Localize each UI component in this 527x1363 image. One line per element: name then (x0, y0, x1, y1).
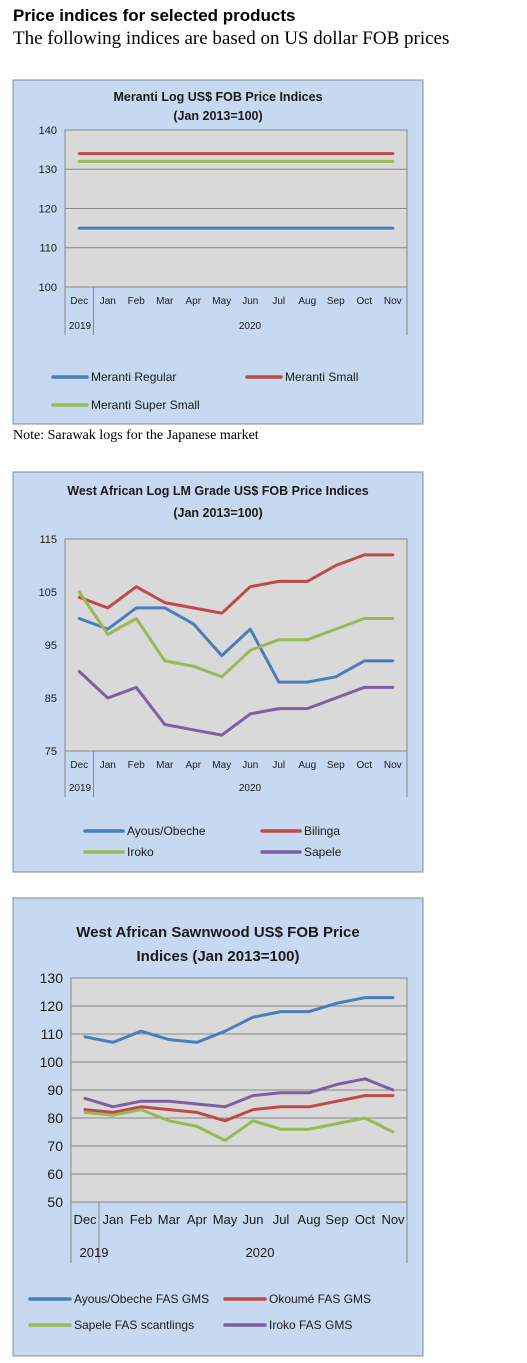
x-tick-label: May (212, 760, 231, 771)
x-tick-label: Sep (327, 760, 345, 771)
meranti-log-chart: Meranti Log US$ FOB Price Indices (Jan 20… (0, 79, 424, 425)
chart-title-line: (Jan 2013=100) (173, 506, 262, 520)
y-tick-label: 110 (39, 243, 57, 255)
x-tick-label: Sep (327, 296, 345, 307)
x-tick-label: Nov (384, 296, 402, 307)
y-tick-label: 105 (39, 587, 57, 599)
x-tick-label: Feb (130, 1212, 152, 1227)
chart-title-line: West African Sawnwood US$ FOB Price (76, 924, 359, 941)
x-tick-label: Dec (70, 760, 88, 771)
x-tick-label: Nov (384, 760, 402, 771)
x-tick-label: Mar (158, 1212, 181, 1227)
x-tick-label: Aug (297, 1212, 320, 1227)
page-subtitle: The following indices are based on US do… (13, 28, 450, 49)
x-tick-label: Apr (185, 760, 201, 771)
series-line (77, 670, 395, 737)
legend-label: Meranti Super Small (91, 398, 200, 412)
chart-title-line: Indices (Jan 2013=100) (136, 948, 299, 965)
series-line (77, 606, 395, 684)
series-line (83, 1077, 395, 1109)
series-line (77, 590, 395, 679)
chart-svg: West African Log LM Grade US$ FOB Price … (12, 471, 424, 873)
legend-label: Iroko FAS GMS (269, 1318, 352, 1332)
x-tick-label: Aug (298, 296, 316, 307)
series-line (83, 1108, 395, 1142)
series-line (83, 1094, 395, 1123)
series-line (83, 996, 395, 1044)
x-tick-label: Dec (70, 296, 88, 307)
y-tick-label: 50 (47, 1194, 63, 1210)
year-label: 2020 (239, 321, 262, 332)
x-tick-label: Mar (156, 296, 174, 307)
chart-svg: Meranti Log US$ FOB Price Indices (Jan 20… (12, 79, 424, 425)
x-tick-label: Mar (156, 760, 174, 771)
legend-label: Meranti Small (285, 370, 358, 384)
year-label: 2020 (239, 783, 262, 794)
x-tick-label: Oct (356, 760, 372, 771)
y-tick-label: 130 (40, 970, 64, 986)
chart-title-line: Meranti Log US$ FOB Price Indices (113, 90, 322, 104)
x-tick-label: Oct (356, 296, 372, 307)
page-title: Price indices for selected products (13, 6, 296, 25)
y-tick-label: 110 (41, 1026, 64, 1042)
year-label: 2019 (69, 321, 92, 332)
legend-label: Bilinga (304, 824, 340, 838)
series-line (77, 553, 395, 615)
y-tick-label: 60 (47, 1166, 63, 1182)
x-tick-label: Jun (242, 760, 258, 771)
legend-label: Iroko (127, 845, 154, 859)
y-tick-label: 120 (40, 998, 64, 1014)
year-label: 2019 (69, 783, 92, 794)
x-tick-label: Sep (325, 1212, 348, 1227)
x-tick-label: Jan (100, 760, 116, 771)
x-tick-label: Feb (128, 760, 146, 771)
plot-area (64, 538, 408, 752)
x-tick-label: Jul (272, 296, 285, 307)
west-african-log-chart: West African Log LM Grade US$ FOB Price … (0, 471, 424, 873)
west-african-sawnwood-chart: West African Sawnwood US$ FOB Price Indic… (0, 897, 424, 1357)
x-tick-label: May (213, 1212, 238, 1227)
y-tick-label: 95 (45, 640, 57, 652)
x-tick-label: Apr (187, 1212, 208, 1227)
x-tick-label: Jun (243, 1212, 264, 1227)
x-tick-label: Aug (298, 760, 316, 771)
y-tick-label: 100 (39, 282, 57, 294)
y-tick-label: 75 (45, 746, 57, 758)
x-tick-label: Jul (273, 1212, 290, 1227)
x-tick-label: Jun (242, 296, 258, 307)
legend-label: Meranti Regular (91, 370, 176, 384)
y-tick-label: 90 (47, 1082, 63, 1098)
y-tick-label: 85 (45, 693, 57, 705)
legend-label: Ayous/Obeche FAS GMS (74, 1292, 209, 1306)
legend-label: Sapele (304, 845, 342, 859)
legend-label: Ayous/Obeche (127, 824, 206, 838)
x-tick-label: Jan (103, 1212, 124, 1227)
chart-title-line: (Jan 2013=100) (173, 109, 262, 123)
chart-svg: West African Sawnwood US$ FOB Price Indic… (12, 897, 424, 1357)
x-tick-label: Jul (272, 760, 285, 771)
x-tick-label: Feb (128, 296, 146, 307)
x-tick-label: May (212, 296, 231, 307)
y-tick-label: 115 (39, 534, 57, 546)
legend-label: Sapele FAS scantlings (74, 1318, 194, 1332)
x-tick-label: Dec (73, 1212, 97, 1227)
y-tick-label: 70 (47, 1138, 63, 1154)
legend-label: Okoumé FAS GMS (269, 1292, 371, 1306)
y-tick-label: 130 (39, 164, 57, 176)
x-tick-label: Oct (355, 1212, 376, 1227)
x-tick-label: Apr (185, 296, 201, 307)
y-tick-label: 140 (39, 125, 57, 137)
year-label: 2020 (246, 1245, 275, 1260)
chart-note: Note: Sarawak logs for the Japanese mark… (13, 428, 259, 443)
x-tick-label: Jan (100, 296, 116, 307)
y-tick-label: 80 (47, 1110, 63, 1126)
x-tick-label: Nov (381, 1212, 405, 1227)
chart-title-line: West African Log LM Grade US$ FOB Price … (67, 484, 369, 498)
year-label: 2019 (80, 1245, 109, 1260)
y-tick-label: 120 (39, 203, 57, 215)
y-tick-label: 100 (40, 1054, 64, 1070)
